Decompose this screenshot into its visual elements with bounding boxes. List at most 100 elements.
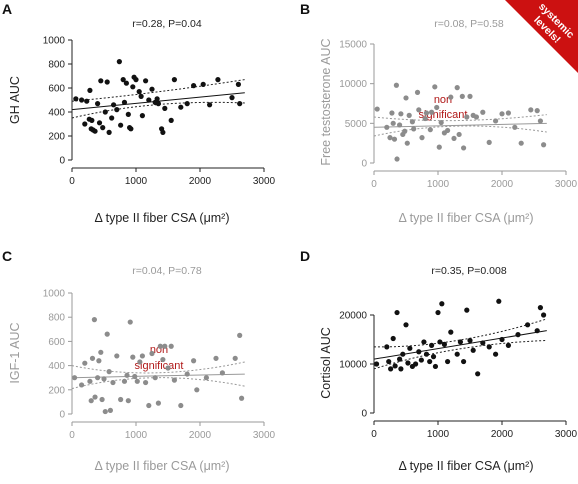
data-point bbox=[146, 402, 152, 409]
x-tick-label: 1000 bbox=[427, 429, 450, 440]
x-axis-label: Δ type II fiber CSA (μm²) bbox=[94, 459, 229, 473]
data-point bbox=[423, 351, 430, 357]
data-point bbox=[118, 122, 124, 128]
data-point bbox=[429, 342, 435, 348]
annotation-line-2: significant bbox=[135, 360, 184, 372]
data-point bbox=[459, 93, 465, 99]
data-point bbox=[100, 125, 106, 131]
data-point bbox=[194, 387, 200, 393]
y-tick-label: 15000 bbox=[339, 40, 367, 51]
y-tick-label: 400 bbox=[48, 108, 65, 119]
data-point bbox=[390, 335, 396, 342]
panel-d: D r=0.35, P=0.008 Cortisol AUC Δ type II… bbox=[300, 248, 578, 473]
data-point bbox=[133, 77, 139, 83]
y-tick-label: 10000 bbox=[339, 79, 367, 90]
data-point bbox=[467, 337, 473, 344]
y-tick-label: 200 bbox=[48, 385, 65, 396]
data-point bbox=[374, 106, 380, 112]
data-point bbox=[92, 128, 98, 134]
data-point bbox=[101, 376, 107, 382]
panel-b: B r=0.08, P=0.58 Free testosterone AUC Δ… bbox=[300, 1, 578, 225]
data-point bbox=[388, 366, 394, 372]
data-point bbox=[414, 89, 421, 95]
data-point bbox=[406, 112, 412, 118]
data-point bbox=[132, 373, 138, 380]
data-point bbox=[116, 59, 122, 65]
x-tick-label: 3000 bbox=[253, 430, 276, 441]
data-point bbox=[104, 331, 110, 337]
data-point bbox=[106, 129, 112, 135]
data-point bbox=[416, 349, 422, 355]
panel-letter: A bbox=[2, 1, 12, 17]
y-axis-label: IGF-1 AUC bbox=[8, 322, 22, 383]
data-point bbox=[432, 84, 438, 90]
panel-a: A r=0.28, P=0.04 GH AUC Δ type II fiber … bbox=[2, 1, 276, 225]
data-point bbox=[99, 396, 105, 403]
data-point bbox=[71, 375, 78, 381]
y-tick-label: 1000 bbox=[43, 36, 66, 47]
y-tick-label: 10000 bbox=[339, 360, 367, 371]
data-point bbox=[398, 111, 404, 117]
data-point bbox=[184, 101, 190, 107]
data-point bbox=[429, 109, 435, 115]
data-point bbox=[89, 355, 96, 361]
data-point bbox=[168, 343, 174, 349]
data-point bbox=[434, 104, 440, 111]
data-point bbox=[215, 77, 221, 83]
data-point bbox=[203, 375, 209, 381]
data-point bbox=[461, 145, 467, 151]
x-tick-label: 2000 bbox=[491, 179, 514, 190]
y-axis-label: Free testosterone AUC bbox=[319, 38, 333, 165]
data-point bbox=[130, 84, 136, 90]
fit-line bbox=[71, 373, 245, 379]
data-point bbox=[493, 351, 499, 357]
data-point bbox=[411, 126, 417, 132]
systemic-levels-banner: systemic levels! bbox=[505, 0, 578, 73]
data-point bbox=[191, 83, 197, 89]
panel-letter: B bbox=[300, 1, 310, 17]
data-point bbox=[124, 372, 130, 378]
data-point bbox=[389, 110, 395, 116]
data-point bbox=[155, 101, 161, 107]
data-point bbox=[143, 78, 149, 84]
data-point bbox=[430, 354, 437, 360]
data-point bbox=[423, 110, 430, 116]
y-tick-label: 5000 bbox=[345, 119, 368, 130]
data-point bbox=[422, 115, 428, 122]
data-point bbox=[98, 78, 104, 84]
data-point bbox=[123, 80, 129, 86]
x-tick-label: 0 bbox=[69, 176, 75, 187]
data-point bbox=[139, 353, 145, 359]
data-point bbox=[387, 135, 393, 141]
data-point bbox=[200, 81, 206, 87]
data-point bbox=[475, 371, 481, 377]
data-point bbox=[136, 89, 142, 95]
data-point bbox=[499, 336, 505, 343]
data-point bbox=[467, 93, 473, 99]
data-point bbox=[384, 124, 390, 130]
data-point bbox=[427, 358, 433, 365]
data-point bbox=[512, 124, 518, 130]
x-tick-label: 1000 bbox=[125, 430, 148, 441]
data-point bbox=[386, 358, 392, 365]
data-point bbox=[162, 343, 168, 349]
data-point bbox=[493, 118, 499, 124]
data-point bbox=[102, 408, 108, 415]
data-point bbox=[178, 104, 184, 110]
x-tick-label: 1000 bbox=[125, 176, 148, 187]
data-point bbox=[237, 101, 243, 107]
annotation-line-1: non bbox=[434, 94, 452, 106]
y-tick-label: 1000 bbox=[43, 289, 66, 300]
data-point bbox=[146, 97, 152, 103]
panel-letter: D bbox=[300, 248, 310, 264]
data-point bbox=[416, 107, 422, 113]
x-tick-label: 0 bbox=[371, 429, 377, 440]
x-tick-label: 2000 bbox=[189, 430, 212, 441]
data-point bbox=[448, 94, 454, 100]
data-point bbox=[109, 115, 115, 121]
data-point bbox=[464, 114, 470, 120]
data-point bbox=[448, 329, 454, 335]
y-tick-label: 800 bbox=[48, 60, 65, 71]
data-point bbox=[456, 131, 462, 138]
data-point bbox=[505, 342, 511, 348]
